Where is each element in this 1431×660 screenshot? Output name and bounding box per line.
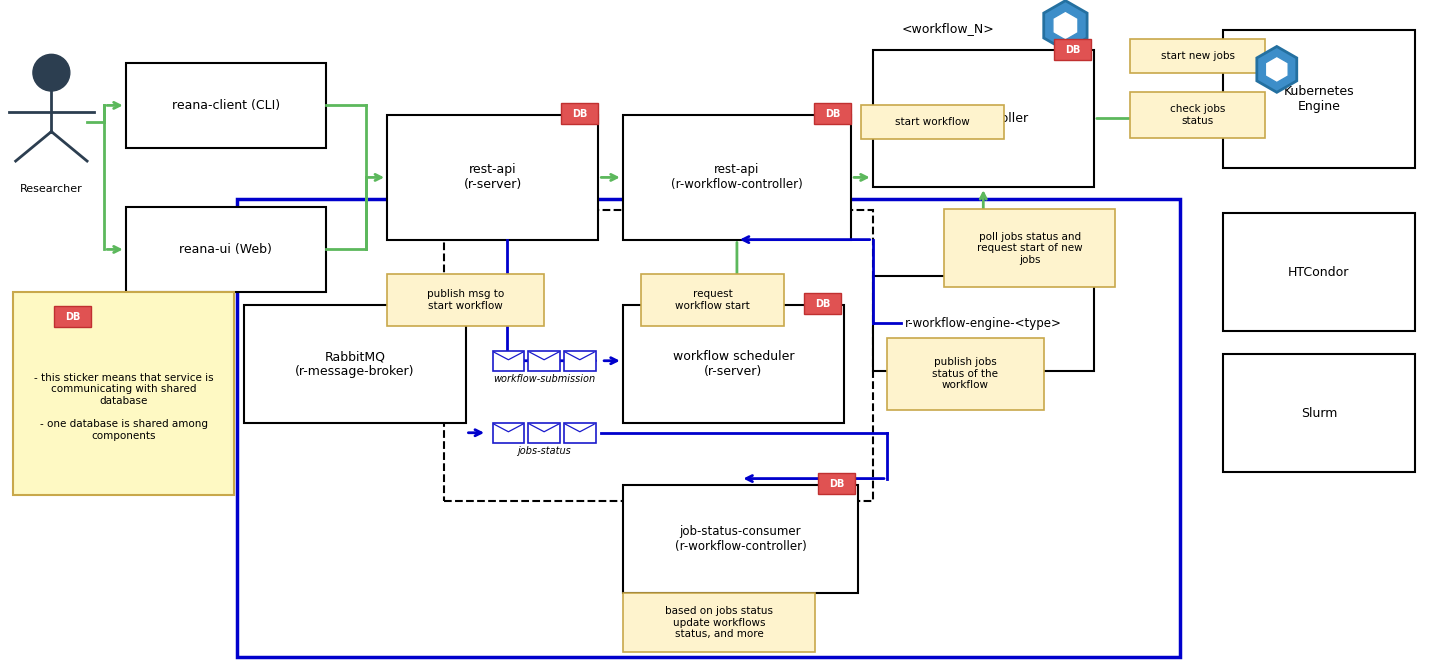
FancyBboxPatch shape: [386, 115, 598, 240]
FancyBboxPatch shape: [944, 209, 1115, 287]
FancyBboxPatch shape: [1055, 40, 1090, 60]
Text: rest-api
(r-workflow-controller): rest-api (r-workflow-controller): [671, 164, 803, 191]
Text: HTCondor: HTCondor: [1288, 266, 1349, 279]
Text: Kubernetes
Engine: Kubernetes Engine: [1284, 85, 1354, 113]
Text: jobs-status: jobs-status: [517, 446, 571, 456]
Text: RabbitMQ
(r-message-broker): RabbitMQ (r-message-broker): [295, 350, 415, 378]
FancyBboxPatch shape: [492, 351, 524, 370]
FancyBboxPatch shape: [1129, 92, 1265, 138]
FancyBboxPatch shape: [641, 274, 784, 326]
Text: r-job-controller: r-job-controller: [937, 112, 1029, 125]
FancyBboxPatch shape: [492, 423, 524, 443]
FancyBboxPatch shape: [564, 351, 595, 370]
FancyBboxPatch shape: [622, 485, 859, 593]
Text: check jobs
status: check jobs status: [1169, 104, 1225, 126]
FancyBboxPatch shape: [54, 306, 92, 327]
FancyBboxPatch shape: [1222, 354, 1415, 472]
FancyBboxPatch shape: [245, 305, 465, 423]
Text: DB: DB: [824, 109, 840, 119]
FancyBboxPatch shape: [1222, 213, 1415, 331]
Text: based on jobs status
update workflows
status, and more: based on jobs status update workflows st…: [665, 606, 773, 639]
FancyBboxPatch shape: [1222, 30, 1415, 168]
Text: request
workflow start: request workflow start: [675, 289, 750, 311]
Text: publish jobs
status of the
workflow: publish jobs status of the workflow: [933, 357, 999, 391]
FancyBboxPatch shape: [873, 276, 1093, 370]
Text: rest-api
(r-server): rest-api (r-server): [464, 164, 522, 191]
Text: DB: DB: [829, 478, 844, 489]
Ellipse shape: [33, 54, 70, 91]
FancyBboxPatch shape: [814, 104, 851, 124]
FancyBboxPatch shape: [528, 351, 560, 370]
Text: DB: DB: [814, 299, 830, 309]
Text: workflow scheduler
(r-server): workflow scheduler (r-server): [673, 350, 794, 378]
Text: DB: DB: [66, 312, 80, 322]
FancyBboxPatch shape: [622, 115, 851, 240]
Text: Researcher: Researcher: [20, 184, 83, 194]
FancyBboxPatch shape: [126, 207, 326, 292]
FancyBboxPatch shape: [819, 473, 856, 494]
FancyBboxPatch shape: [804, 293, 841, 314]
FancyBboxPatch shape: [564, 423, 595, 443]
FancyBboxPatch shape: [126, 63, 326, 148]
FancyBboxPatch shape: [622, 305, 844, 423]
Text: - this sticker means that service is
communicating with shared
database

- one d: - this sticker means that service is com…: [34, 372, 213, 441]
FancyBboxPatch shape: [861, 106, 1005, 139]
FancyBboxPatch shape: [13, 292, 235, 495]
FancyBboxPatch shape: [622, 593, 816, 652]
Text: reana-ui (Web): reana-ui (Web): [179, 243, 272, 256]
Polygon shape: [1265, 56, 1288, 82]
FancyBboxPatch shape: [528, 423, 560, 443]
Polygon shape: [1053, 11, 1078, 40]
Text: job-status-consumer
(r-workflow-controller): job-status-consumer (r-workflow-controll…: [674, 525, 807, 553]
Text: Slurm: Slurm: [1301, 407, 1337, 420]
Text: r-workflow-engine-<type>: r-workflow-engine-<type>: [904, 317, 1062, 329]
Polygon shape: [1256, 46, 1296, 92]
FancyBboxPatch shape: [887, 338, 1045, 410]
Text: poll jobs status and
request start of new
jobs: poll jobs status and request start of ne…: [977, 232, 1082, 265]
Text: DB: DB: [572, 109, 588, 119]
FancyBboxPatch shape: [386, 274, 544, 326]
Text: start workflow: start workflow: [896, 117, 970, 127]
FancyBboxPatch shape: [561, 104, 598, 124]
Text: <workflow_N>: <workflow_N>: [902, 22, 995, 35]
Text: workflow-submission: workflow-submission: [494, 374, 595, 384]
Text: DB: DB: [1065, 45, 1080, 55]
Polygon shape: [1043, 1, 1088, 50]
Text: reana-client (CLI): reana-client (CLI): [172, 99, 279, 112]
Text: start new jobs: start new jobs: [1161, 51, 1235, 61]
FancyBboxPatch shape: [873, 50, 1093, 187]
Text: publish msg to
start workflow: publish msg to start workflow: [426, 289, 504, 311]
FancyBboxPatch shape: [1129, 39, 1265, 73]
